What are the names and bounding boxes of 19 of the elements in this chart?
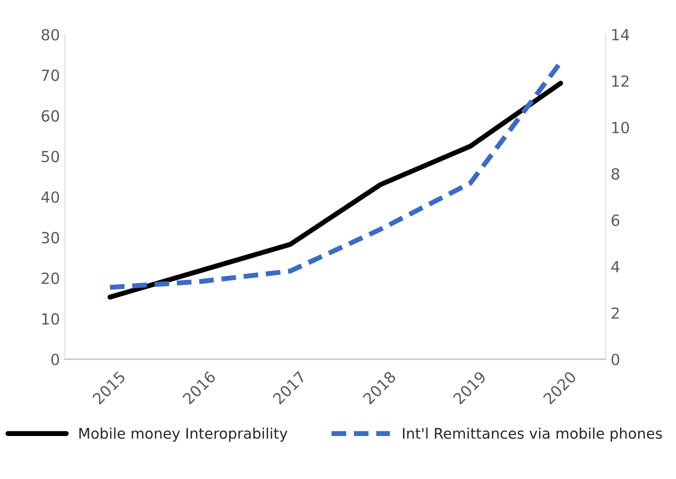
y-tick-label: 30: [42, 232, 60, 244]
y-tick-label: 0: [51, 354, 60, 366]
y-tick-label: 20: [42, 272, 60, 284]
y2-tick-label: 12: [612, 75, 628, 87]
legend-label: Mobile money Interoprability: [79, 428, 288, 442]
y2-tick-label: 4: [611, 261, 620, 272]
y2-tick-label: 14: [612, 29, 630, 40]
y-tick-label: 50: [42, 150, 60, 162]
y-tick-label: 70: [42, 70, 60, 82]
y-tick-label: 40: [41, 191, 60, 203]
y-tick-label: 60: [42, 110, 60, 122]
y2-tick-label: 2: [612, 307, 619, 319]
legend-label: Int'l Remittances via mobile phones: [402, 428, 662, 442]
y2-tick-label: 0: [612, 354, 620, 366]
y2-tick-label: 6: [612, 214, 620, 226]
y-tick-label: 10: [42, 313, 60, 325]
y2-tick-label: 8: [612, 168, 620, 180]
y-tick-label: 80: [42, 28, 60, 41]
y2-tick-label: 10: [612, 122, 629, 134]
